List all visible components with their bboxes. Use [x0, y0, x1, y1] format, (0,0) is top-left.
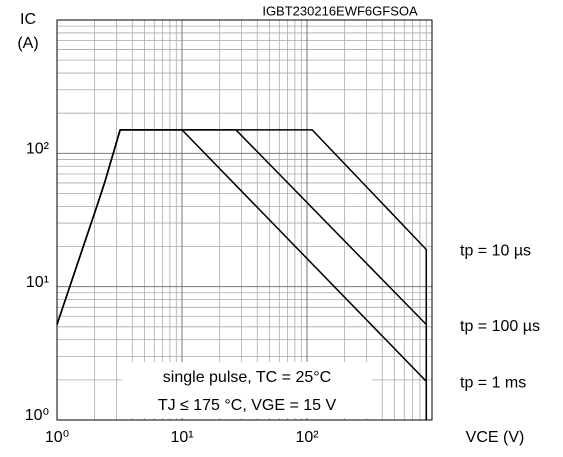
- y-tick-label: 10¹: [26, 274, 49, 291]
- annotation-box: [122, 362, 372, 418]
- y-tick-label: 10²: [26, 141, 50, 158]
- legend-label: tp = 100 µs: [460, 318, 540, 335]
- y-axis-label: IC: [20, 11, 36, 28]
- legend-label: tp = 1 ms: [460, 375, 526, 392]
- legend-label: tp = 10 µs: [460, 243, 531, 260]
- x-tick-label: 10⁰: [45, 429, 69, 446]
- annotation: single pulse, TC = 25°C: [163, 369, 331, 386]
- x-axis-label: VCE (V): [466, 429, 525, 446]
- y-axis-unit: (A): [17, 35, 38, 52]
- x-tick-label: 10²: [295, 429, 319, 446]
- chart-title: IGBT230216EWF6GFSOA: [262, 3, 418, 18]
- y-tick-label: 10⁰: [25, 407, 49, 424]
- x-tick-label: 10¹: [170, 429, 193, 446]
- series-line: [56, 129, 428, 420]
- plot-frame: [56, 19, 433, 421]
- annotation: TJ ≤ 175 °C, VGE = 15 V: [158, 397, 337, 414]
